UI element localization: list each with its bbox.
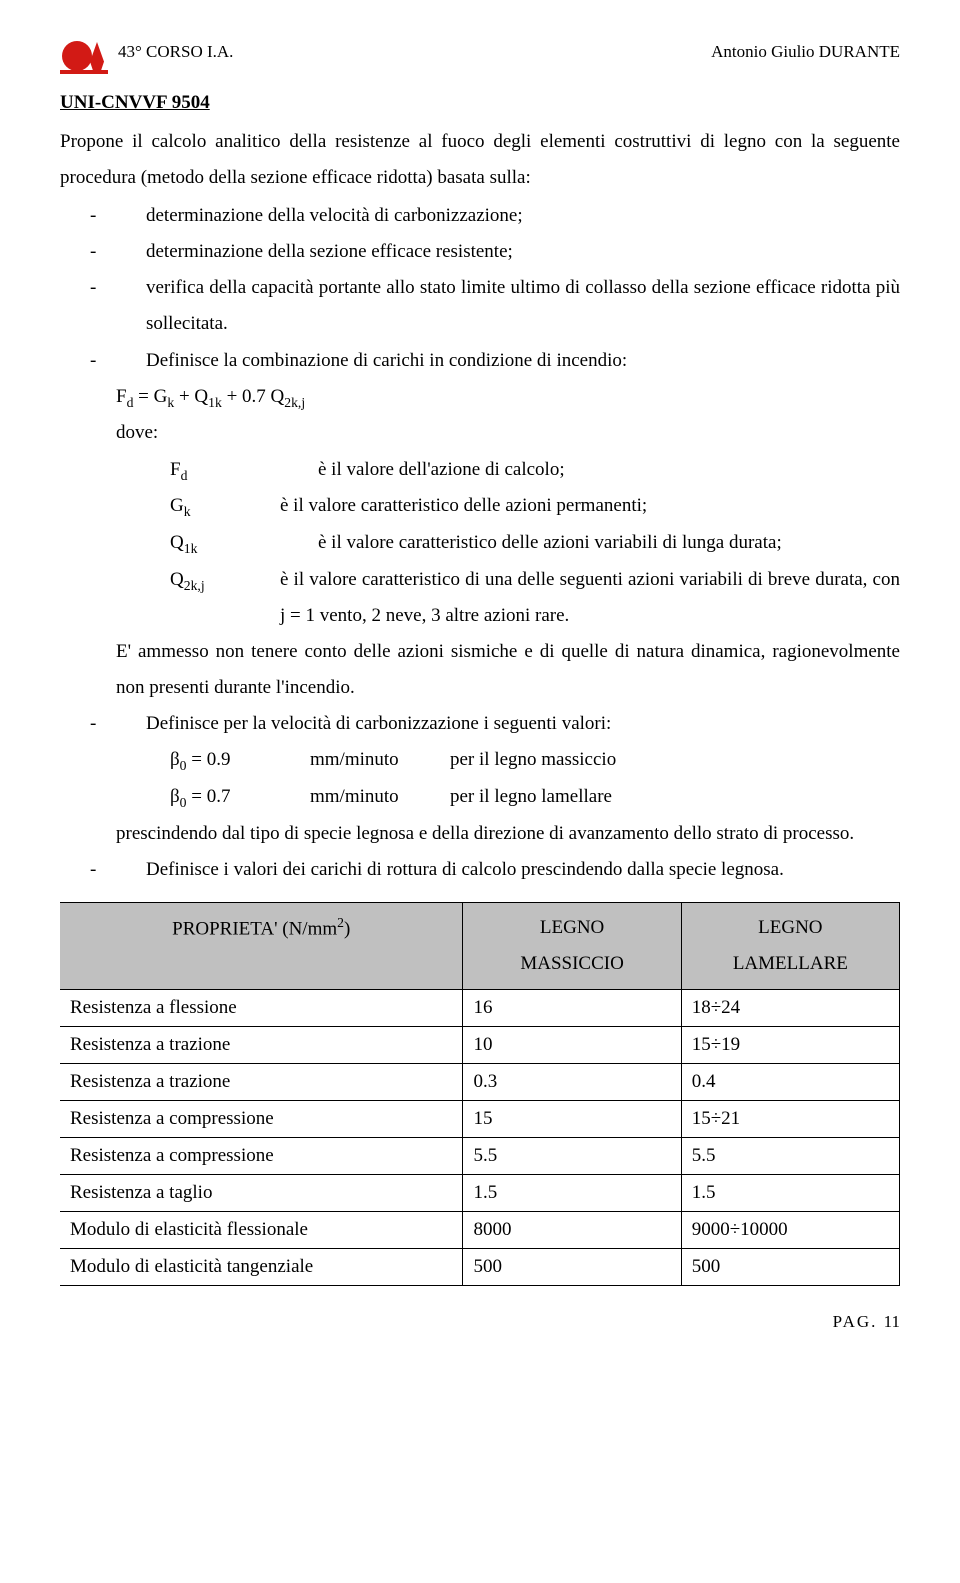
definition-symbol: Q1k — [60, 525, 280, 562]
table-cell: 1.5 — [463, 1175, 681, 1212]
definition-symbol: Q2k,j — [60, 562, 280, 634]
post-definitions-text: E' ammesso non tenere conto delle azioni… — [60, 634, 900, 706]
post-beta-text: prescindendo dal tipo di specie legnosa … — [60, 816, 900, 852]
bullet-item: - determinazione della velocità di carbo… — [60, 198, 900, 234]
table-cell: 15 — [463, 1101, 681, 1138]
page: 43° CORSO I.A. Antonio Giulio DURANTE UN… — [0, 0, 960, 1362]
table-header-cell: LEGNOMASSICCIO — [463, 903, 681, 990]
beta-row: β0 = 0.7mm/minutoper il legno lamellare — [60, 779, 900, 816]
formula: Fd = Gk + Q1k + 0.7 Q2k,j — [60, 379, 900, 416]
bullet-item: - verifica della capacità portante allo … — [60, 270, 900, 342]
table-cell: Resistenza a flessione — [60, 990, 463, 1027]
bullet-item: - Definisce la combinazione di carichi i… — [60, 343, 900, 379]
table-cell: 15÷19 — [681, 1027, 899, 1064]
definition-text: è il valore caratteristico di una delle … — [280, 562, 900, 634]
author-name: Antonio Giulio DURANTE — [711, 42, 900, 62]
table-cell: Resistenza a compressione — [60, 1138, 463, 1175]
footer-label: PAG. — [833, 1312, 878, 1331]
table-row: Resistenza a compressione1515÷21 — [60, 1101, 900, 1138]
table-cell: Resistenza a compressione — [60, 1101, 463, 1138]
beta-unit: mm/minuto — [310, 779, 450, 816]
beta-values: β0 = 0.9mm/minutoper il legno massiccioβ… — [60, 742, 900, 816]
table-cell: Resistenza a trazione — [60, 1027, 463, 1064]
intro-paragraph: Propone il calcolo analitico della resis… — [60, 124, 900, 196]
bullet-text: Definisce per la velocità di carbonizzaz… — [146, 706, 900, 742]
bullet-item: - Definisce i valori dei carichi di rott… — [60, 852, 900, 888]
table-row: Modulo di elasticità tangenziale500500 — [60, 1249, 900, 1286]
page-header: 43° CORSO I.A. Antonio Giulio DURANTE — [60, 30, 900, 74]
beta-description: per il legno massiccio — [450, 742, 900, 779]
bullet-list: - determinazione della velocità di carbo… — [60, 198, 900, 378]
definition-symbol: Fd — [60, 452, 280, 489]
table-row: Resistenza a trazione1015÷19 — [60, 1027, 900, 1064]
definition-row: Q2k,jè il valore caratteristico di una d… — [60, 562, 900, 634]
section-title: UNI-CNVVF 9504 — [60, 92, 900, 114]
table-header-cell: LEGNOLAMELLARE — [681, 903, 899, 990]
table-cell: 9000÷10000 — [681, 1212, 899, 1249]
beta-unit: mm/minuto — [310, 742, 450, 779]
table-header-cell: PROPRIETA' (N/mm2) — [60, 903, 463, 990]
bullet-text: determinazione della sezione efficace re… — [146, 234, 900, 270]
table-row: Resistenza a trazione0.30.4 — [60, 1064, 900, 1101]
definition-text: è il valore caratteristico delle azioni … — [280, 525, 900, 562]
table-cell: 18÷24 — [681, 990, 899, 1027]
fire-brigade-logo — [60, 30, 108, 74]
definitions-list: Fdè il valore dell'azione di calcolo;Gkè… — [60, 452, 900, 635]
table-cell: Modulo di elasticità tangenziale — [60, 1249, 463, 1286]
bullet-text: determinazione della velocità di carboni… — [146, 198, 900, 234]
bullet-text: Definisce i valori dei carichi di rottur… — [146, 852, 900, 888]
table-row: Modulo di elasticità flessionale80009000… — [60, 1212, 900, 1249]
table-cell: 8000 — [463, 1212, 681, 1249]
bullet-item: - determinazione della sezione efficace … — [60, 234, 900, 270]
definition-symbol: Gk — [60, 488, 280, 525]
table-header-row: PROPRIETA' (N/mm2) LEGNOMASSICCIO LEGNOL… — [60, 903, 900, 990]
table-cell: Resistenza a taglio — [60, 1175, 463, 1212]
definition-row: Fdè il valore dell'azione di calcolo; — [60, 452, 900, 489]
table-cell: 0.4 — [681, 1064, 899, 1101]
bullet-text: verifica della capacità portante allo st… — [146, 270, 900, 342]
page-footer: PAG. 11 — [60, 1312, 900, 1332]
definition-text: è il valore dell'azione di calcolo; — [280, 452, 900, 489]
table-row: Resistenza a compressione5.55.5 — [60, 1138, 900, 1175]
beta-description: per il legno lamellare — [450, 779, 900, 816]
table-cell: Resistenza a trazione — [60, 1064, 463, 1101]
definition-text: è il valore caratteristico delle azioni … — [280, 488, 900, 525]
table-cell: 5.5 — [463, 1138, 681, 1175]
table-cell: 0.3 — [463, 1064, 681, 1101]
bullet-text: Definisce la combinazione di carichi in … — [146, 343, 900, 379]
table-body: Resistenza a flessione1618÷24Resistenza … — [60, 990, 900, 1286]
beta-symbol: β0 = 0.9 — [170, 742, 310, 779]
definition-row: Q1kè il valore caratteristico delle azio… — [60, 525, 900, 562]
beta-symbol: β0 = 0.7 — [170, 779, 310, 816]
header-left: 43° CORSO I.A. — [60, 30, 233, 74]
table-cell: 1.5 — [681, 1175, 899, 1212]
footer-page-number: 11 — [884, 1312, 900, 1331]
properties-table: PROPRIETA' (N/mm2) LEGNOMASSICCIO LEGNOL… — [60, 902, 900, 1286]
course-label: 43° CORSO I.A. — [118, 42, 233, 62]
definition-row: Gkè il valore caratteristico delle azion… — [60, 488, 900, 525]
table-row: Resistenza a taglio1.51.5 — [60, 1175, 900, 1212]
beta-row: β0 = 0.9mm/minutoper il legno massiccio — [60, 742, 900, 779]
table-cell: 15÷21 — [681, 1101, 899, 1138]
table-cell: 500 — [681, 1249, 899, 1286]
bullet-item: - Definisce per la velocità di carbonizz… — [60, 706, 900, 742]
table-cell: 5.5 — [681, 1138, 899, 1175]
table-cell: 500 — [463, 1249, 681, 1286]
table-row: Resistenza a flessione1618÷24 — [60, 990, 900, 1027]
table-cell: 16 — [463, 990, 681, 1027]
table-cell: Modulo di elasticità flessionale — [60, 1212, 463, 1249]
dove-label: dove: — [60, 415, 900, 451]
table-cell: 10 — [463, 1027, 681, 1064]
